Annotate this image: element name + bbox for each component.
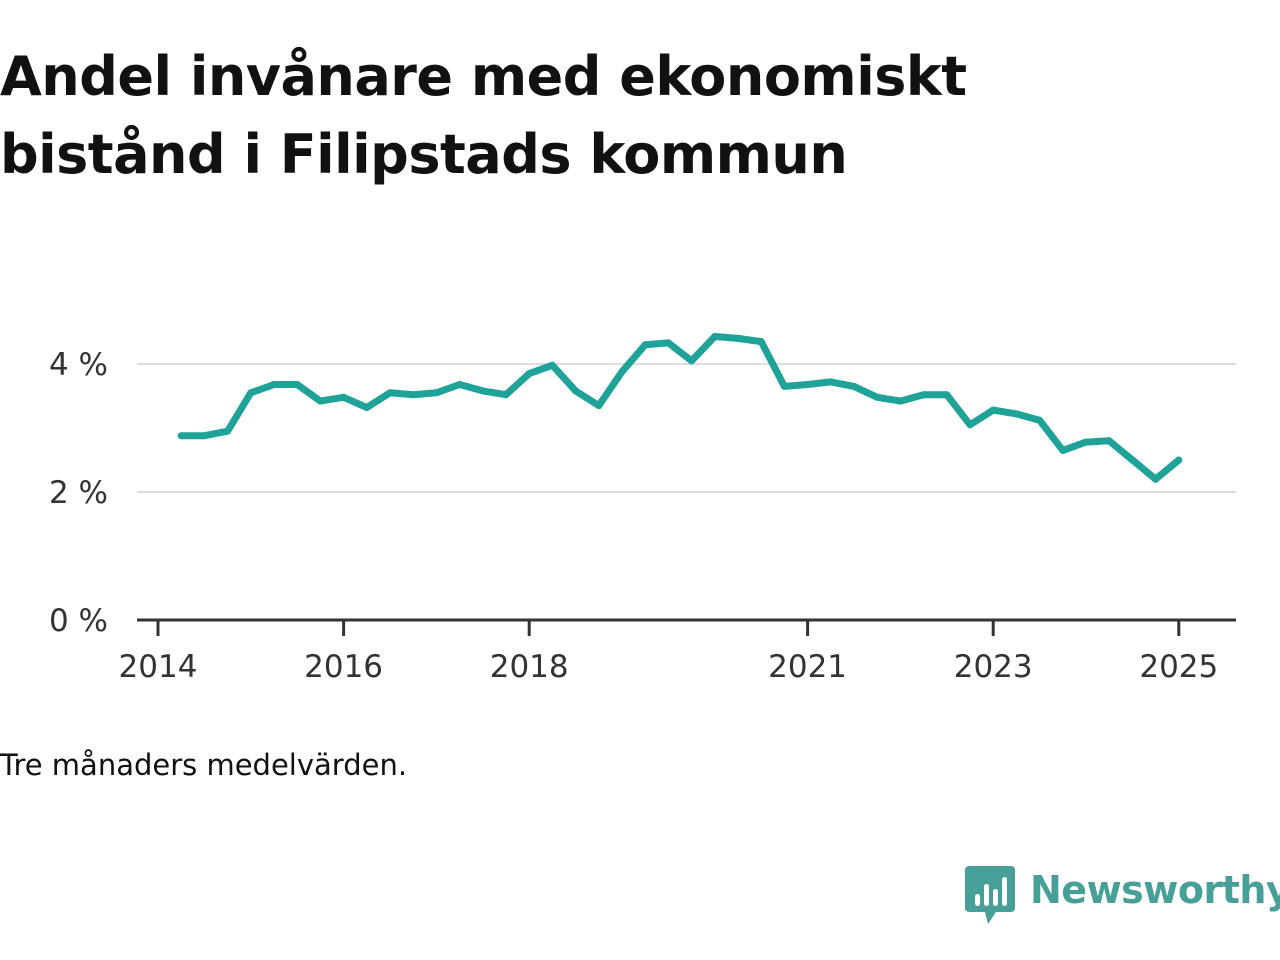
data-point — [293, 381, 301, 388]
data-point — [525, 370, 533, 378]
x-tick-label: 2025 — [1139, 649, 1218, 685]
data-point — [827, 378, 835, 386]
brand-name: Newsworthy — [1030, 868, 1280, 912]
chart-title: Andel invånare med ekonomiskt bistånd i … — [0, 45, 967, 186]
gridlines — [137, 363, 1236, 493]
data-point — [966, 421, 974, 429]
x-tick-label: 2023 — [954, 649, 1033, 685]
data-point — [896, 397, 904, 405]
data-point — [224, 427, 232, 435]
series-line — [181, 333, 1182, 483]
data-point — [386, 389, 394, 397]
data-point — [734, 334, 742, 342]
data-point — [548, 361, 556, 369]
data-point — [177, 432, 185, 440]
data-point — [456, 381, 464, 388]
data-point — [780, 382, 788, 390]
data-point — [1128, 456, 1136, 464]
data-point — [502, 391, 510, 399]
x-tick-label: 2018 — [490, 649, 569, 685]
y-tick-label: 2 % — [49, 475, 108, 511]
data-point — [316, 397, 324, 405]
data-point — [850, 382, 858, 390]
data-point — [595, 402, 603, 410]
data-point — [432, 389, 440, 397]
data-point — [989, 406, 997, 414]
data-point — [270, 381, 278, 388]
data-point — [711, 333, 719, 340]
series-layer — [177, 333, 1183, 483]
data-point — [664, 339, 672, 347]
data-point — [618, 368, 626, 376]
data-point — [1152, 475, 1160, 483]
data-point — [200, 432, 208, 440]
data-point — [1059, 446, 1067, 454]
y-axis-labels: 0 % 2 % 4 % — [49, 347, 108, 639]
data-point — [247, 389, 255, 397]
data-point — [1012, 410, 1020, 418]
data-point — [804, 381, 812, 388]
x-axis: 2014 2016 2018 2021 2023 2025 — [119, 618, 1236, 685]
data-point — [340, 393, 348, 401]
data-point — [873, 393, 881, 401]
data-point — [1082, 438, 1090, 446]
data-point — [1105, 437, 1113, 445]
data-point — [920, 391, 928, 399]
data-point — [943, 391, 951, 399]
x-tick-label: 2016 — [304, 649, 383, 685]
x-tick-label: 2014 — [119, 649, 198, 685]
line-chart: 2014 2016 2018 2021 2023 2025 0 % 2 % 4 % — [49, 333, 1236, 685]
chart-footnote: Tre månaders medelvärden. — [0, 748, 408, 782]
y-tick-label: 0 % — [49, 603, 108, 639]
data-point — [409, 391, 417, 399]
newsworthy-logo-icon — [965, 866, 1015, 924]
data-point — [572, 387, 580, 395]
data-point — [1175, 456, 1183, 464]
data-point — [1036, 416, 1044, 424]
data-point — [757, 338, 765, 346]
brand[interactable]: Newsworthy — [964, 864, 1280, 928]
x-tick-label: 2021 — [768, 649, 847, 685]
data-point — [479, 387, 487, 395]
y-tick-label: 4 % — [49, 347, 108, 383]
data-point — [641, 341, 649, 349]
data-point — [688, 357, 696, 365]
data-point — [363, 404, 371, 411]
